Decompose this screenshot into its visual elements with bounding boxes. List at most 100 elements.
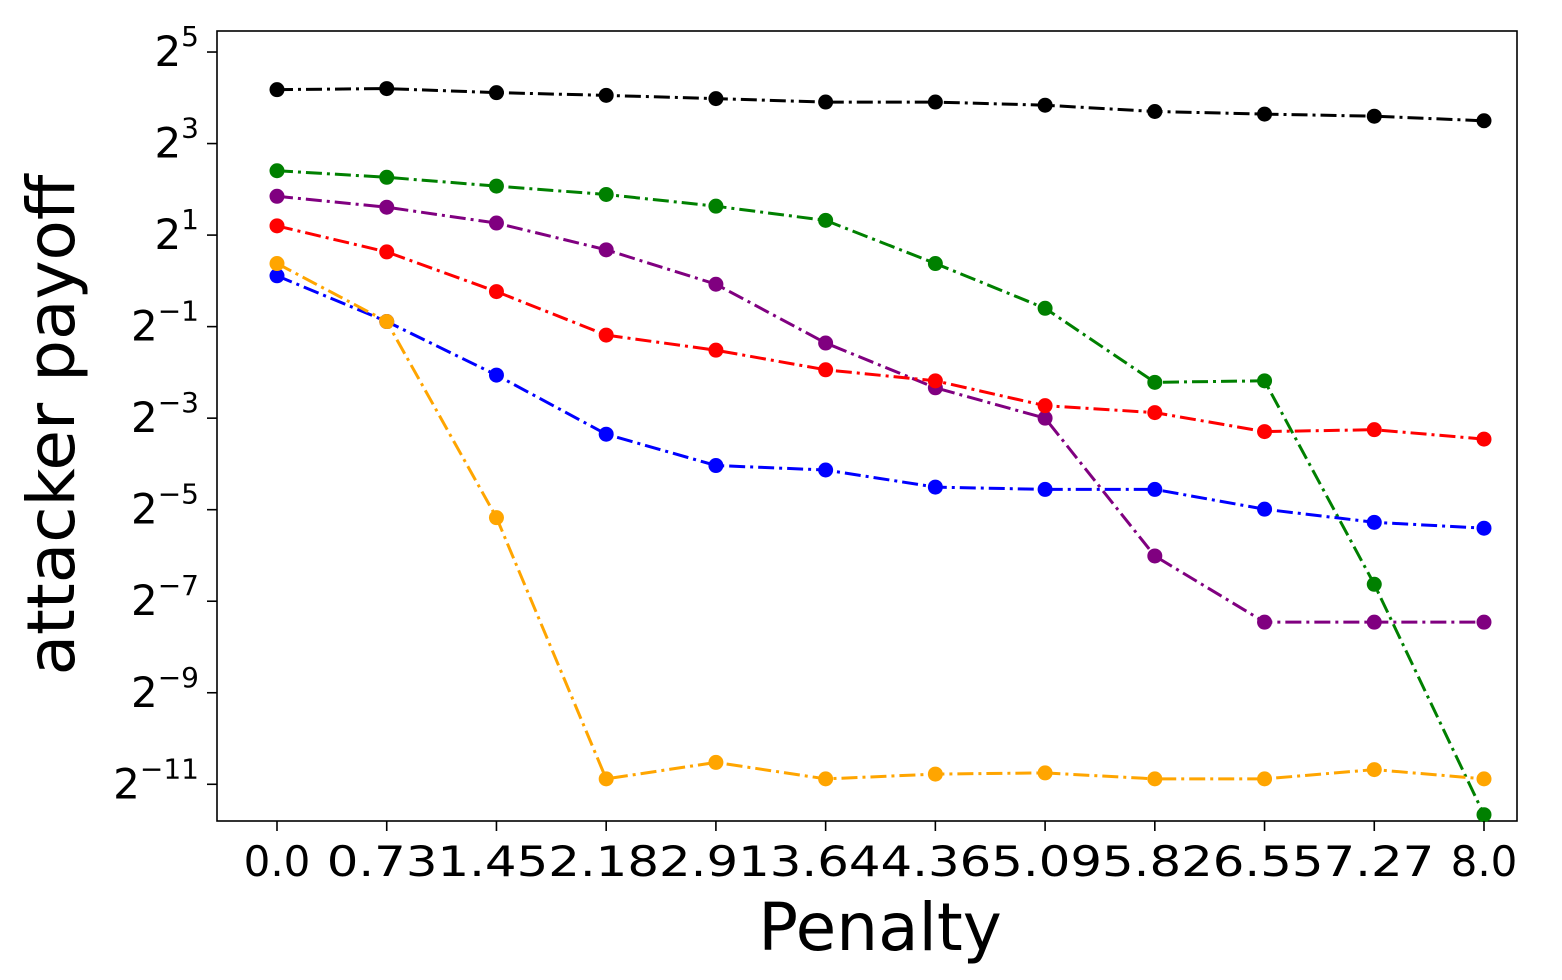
data-point [1257,106,1273,122]
data-point [1366,576,1382,592]
data-point [1037,300,1053,316]
data-point [1037,481,1053,497]
x-axis: 0.0 0.731.452.182.913.644.365.095.826.557… [244,821,1518,886]
data-point [1366,108,1382,124]
series-line [276,87,1485,123]
data-point [379,81,395,97]
data-point [927,766,943,782]
data-point [379,199,395,215]
data-point [1037,765,1053,781]
series-line [276,194,1484,624]
data-point [269,163,285,179]
data-point [598,426,614,442]
y-tick-label: 2−5 [131,478,199,534]
data-point [379,244,395,260]
data-point [708,276,724,292]
data-point [927,256,943,272]
data-point [269,188,285,204]
series-line [276,224,1485,441]
data-point [1476,771,1492,787]
data-point [1366,514,1382,530]
data-point [1037,398,1053,414]
x-tick-label-run: 0.731.452.182.913.644.365.095.826.557.27 [327,837,1435,886]
data-point [1147,548,1163,564]
data-point [598,327,614,343]
data-point [379,314,395,330]
data-point [488,367,504,383]
data-point [598,87,614,103]
x-axis-label: Penalty [758,889,1002,966]
data-point [1476,614,1492,630]
data-point [1147,405,1163,421]
y-tick-label: 21 [154,203,199,259]
data-point [488,510,504,526]
series-line [276,262,1485,781]
data-point [1476,520,1492,536]
data-point [708,91,724,107]
data-point [269,218,285,234]
data-point [1257,424,1273,440]
data-point [1257,771,1273,787]
y-tick-label: 2−11 [113,752,199,808]
data-point [488,85,504,101]
data-point [1476,431,1492,447]
data-point [1147,104,1163,120]
y-tick-label: 2−9 [131,661,199,717]
data-point [598,242,614,258]
data-point [818,94,834,110]
series-0 [269,81,1492,129]
series-4 [269,268,1492,536]
data-point [488,178,504,194]
data-point [1476,113,1492,129]
data-point [818,212,834,228]
series-line [276,169,1486,816]
data-point [1366,614,1382,630]
y-axis: 25 23 21 2−1 2−3 2−5 2−7 2−9 2−11 [113,20,217,808]
x-tick-label-first: 0.0 [244,837,311,886]
y-tick-label: 2−1 [131,295,199,351]
data-point [1037,410,1053,426]
data-point [1476,807,1492,823]
data-point [269,82,285,98]
y-tick-label: 2−7 [131,569,199,625]
data-point [1257,501,1273,517]
data-point [818,462,834,478]
data-point [1257,373,1273,389]
data-point [708,342,724,358]
plot-frame [216,30,1518,822]
data-point [818,362,834,378]
data-point [818,771,834,787]
plot-area [216,30,1518,822]
y-tick-label: 23 [154,112,199,168]
data-point [1366,422,1382,438]
data-point [818,335,834,351]
series-5 [269,256,1492,787]
data-point [1147,481,1163,497]
data-point [708,754,724,770]
data-point [488,284,504,300]
series-1 [269,163,1492,823]
series-layer [269,81,1492,823]
data-point [927,479,943,495]
data-point [1366,762,1382,778]
data-point [1147,771,1163,787]
data-point [708,458,724,474]
series-line [276,274,1485,530]
x-tick-label-last: 8.0 [1451,837,1518,886]
y-tick-label: 2−3 [131,386,199,442]
data-point [269,268,285,284]
data-point [927,94,943,110]
data-point [708,198,724,214]
data-point [598,186,614,202]
data-point [1147,374,1163,390]
data-point [598,771,614,787]
data-point [488,215,504,231]
y-tick-label: 25 [154,20,199,76]
series-3 [269,218,1492,447]
data-point [1257,614,1273,630]
data-point [379,169,395,185]
data-point [1037,97,1053,113]
data-point [927,373,943,389]
series-2 [269,188,1492,630]
